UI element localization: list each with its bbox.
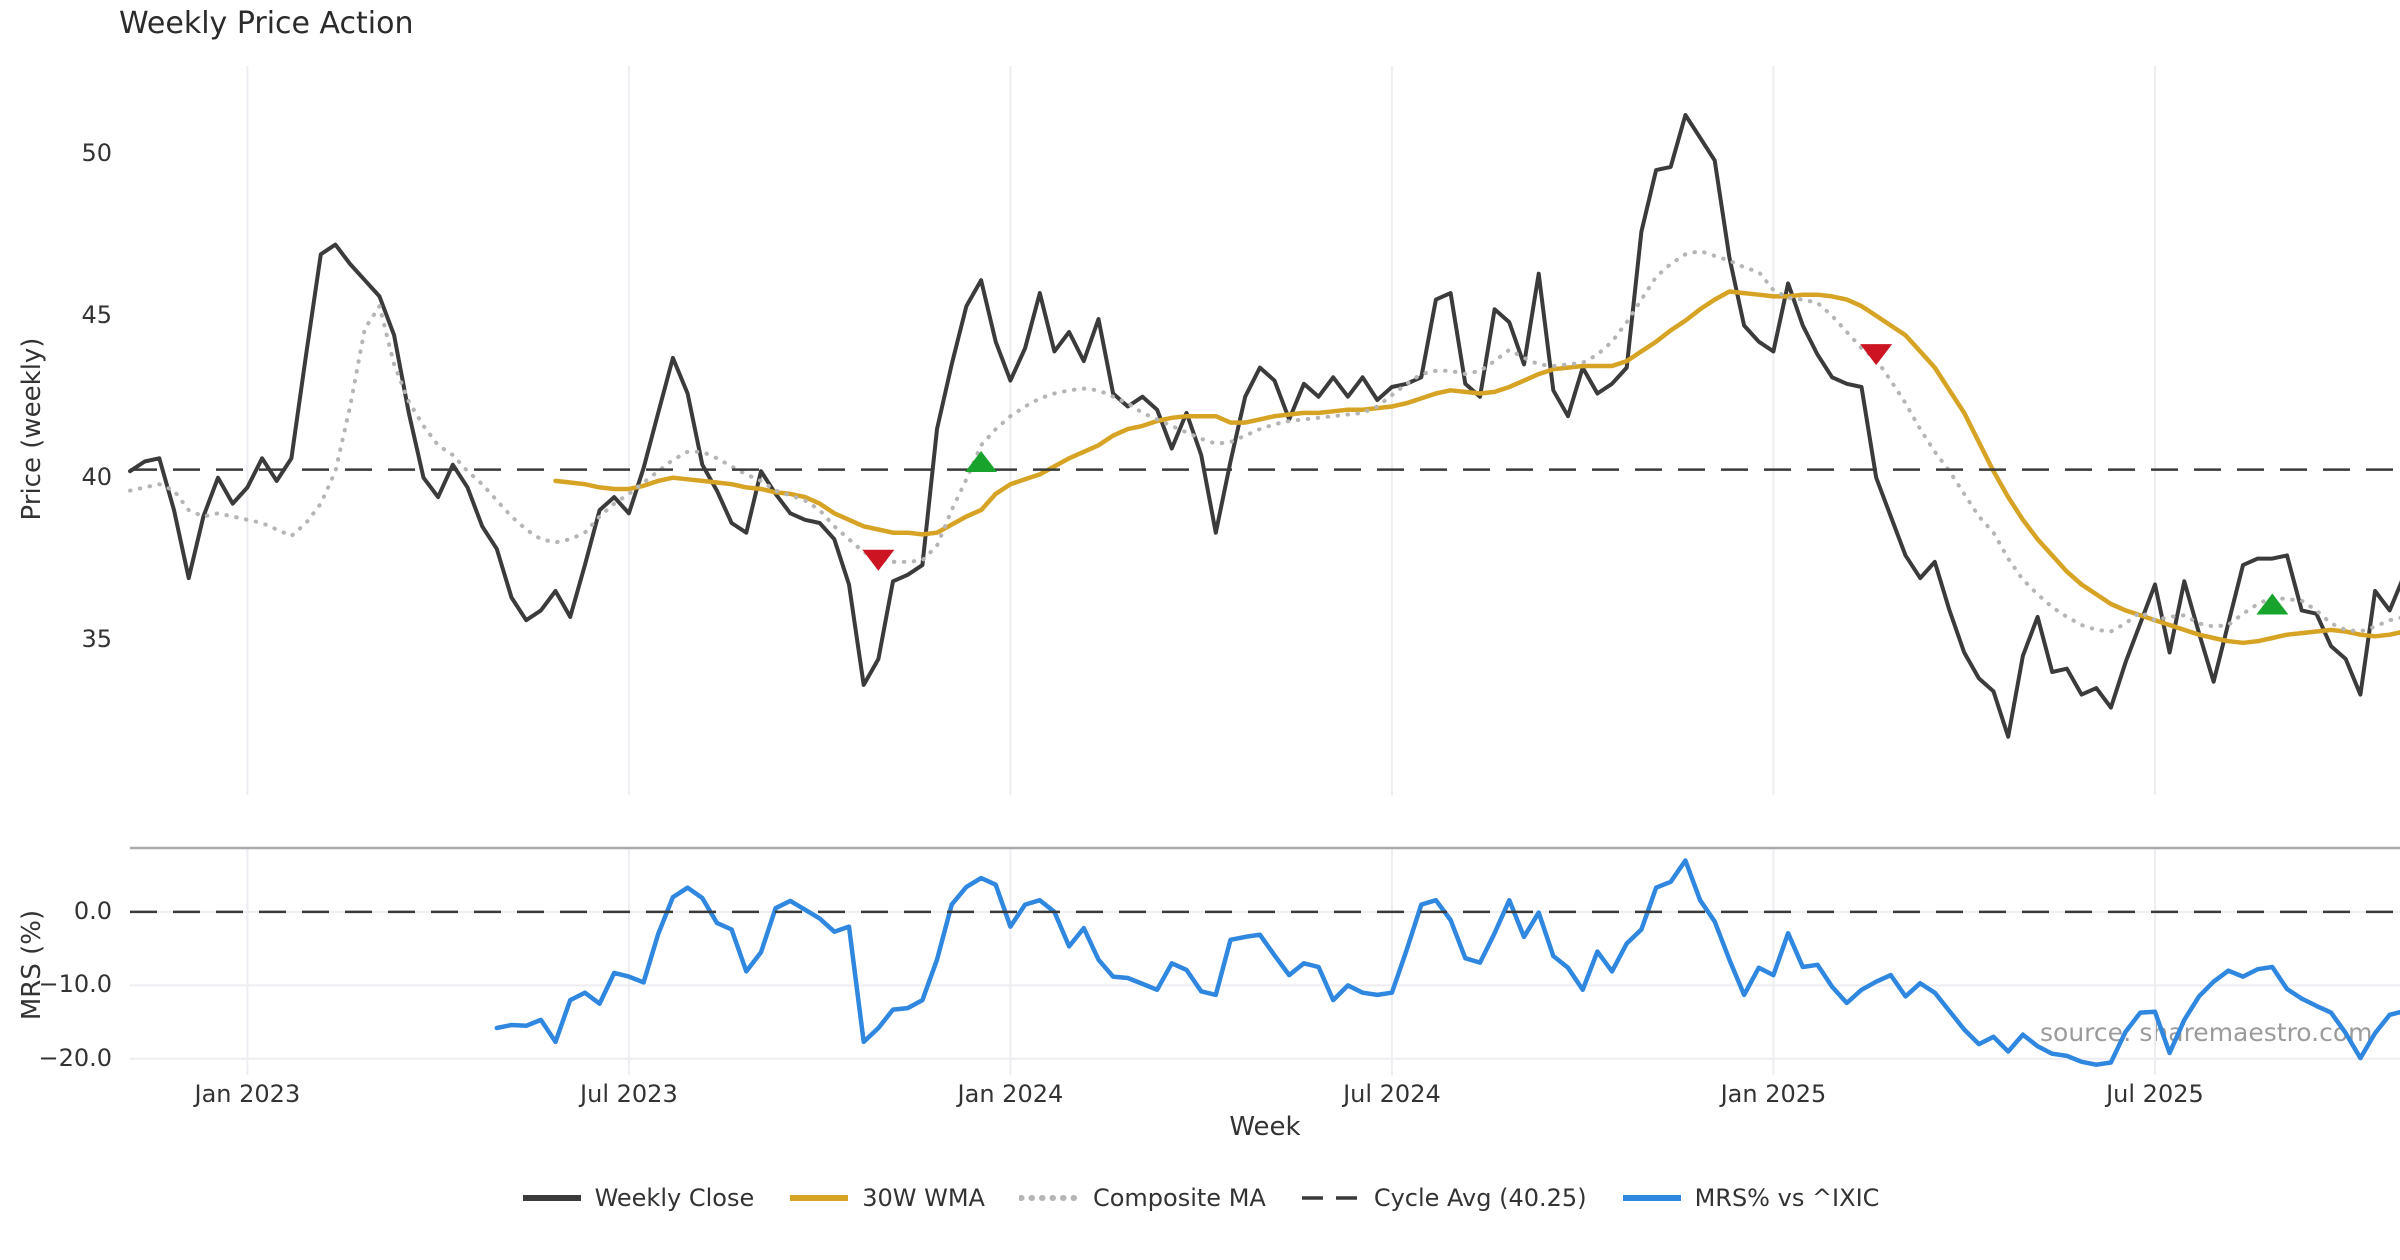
legend-swatch-solid [790, 1195, 849, 1201]
series-mrs-vs-ixic [494, 858, 2400, 1067]
mrs-tick-label: −10.0 [38, 970, 112, 999]
sell-signal-marker [862, 549, 895, 571]
legend-swatch-dashed [1301, 1196, 1360, 1200]
x-tick-label: Jan 2024 [957, 1080, 1064, 1108]
price-tick-label: 45 [81, 300, 112, 329]
legend-swatch-solid [1622, 1195, 1681, 1201]
legend-item: MRS% vs ^IXIC [1621, 1184, 1880, 1212]
buy-signal-marker [2256, 593, 2289, 615]
x-axis-label: Week [1229, 1112, 1301, 1142]
series-weekly-close [128, 113, 2400, 739]
legend-item: Cycle Avg (40.25) [1300, 1184, 1587, 1212]
legend-label: Composite MA [1092, 1184, 1266, 1212]
legend-label: Cycle Avg (40.25) [1373, 1184, 1587, 1212]
legend-item: Weekly Close [521, 1184, 755, 1212]
legend-swatch-dotted [1018, 1195, 1081, 1201]
x-tick-label: Jul 2023 [580, 1080, 678, 1108]
legend-item: 30W WMA [788, 1184, 985, 1212]
legend-label: Weekly Close [594, 1184, 755, 1212]
series-composite-ma [128, 249, 2400, 634]
source-watermark: source: sharemaestro.com [2040, 1018, 2373, 1047]
price-tick-label: 50 [81, 138, 112, 167]
series-30w-wma [553, 289, 2400, 646]
buy-signal-marker [965, 450, 998, 472]
sell-signal-marker [1860, 344, 1893, 366]
chart-legend: Weekly Close 30W WMA Composite MA Cycle Avg… [0, 1184, 2400, 1212]
price-tick-label: 40 [81, 462, 112, 491]
x-tick-label: Jul 2025 [2106, 1080, 2204, 1108]
x-tick-label: Jul 2024 [1343, 1080, 1441, 1108]
price-axis-label: Price (weekly) [17, 337, 47, 521]
price-tick-label: 35 [81, 624, 112, 653]
legend-label: MRS% vs ^IXIC [1694, 1184, 1880, 1212]
mrs-tick-label: −20.0 [38, 1043, 112, 1072]
x-tick-label: Jan 2023 [194, 1080, 301, 1108]
x-tick-label: Jan 2025 [1720, 1080, 1827, 1108]
legend-label: 30W WMA [862, 1184, 985, 1212]
legend-swatch-solid [522, 1195, 581, 1201]
chart-title: Weekly Price Action [119, 6, 414, 41]
mrs-tick-label: 0.0 [73, 896, 112, 925]
legend-item: Composite MA [1018, 1184, 1266, 1212]
